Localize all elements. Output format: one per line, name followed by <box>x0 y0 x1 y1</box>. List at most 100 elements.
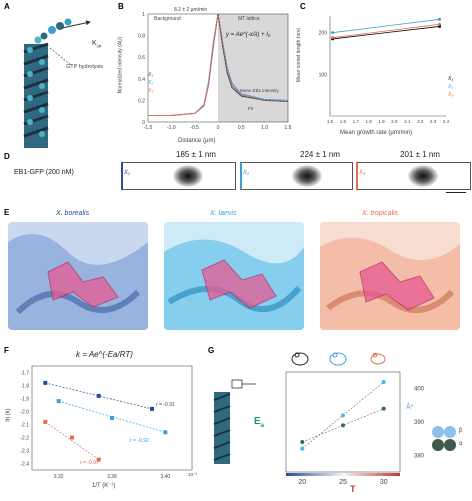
data-point <box>331 31 335 35</box>
legend-x2: X₂ <box>148 80 154 86</box>
panel-b: 0 0.2 0.4 0.6 0.8 1 -1.5 -1.0 -0.5 0 0.5 1.0 1.5 8.2… <box>117 6 298 148</box>
fit-equation: y = Ae^(-x/λ) + I₀ <box>226 32 271 38</box>
scale-bar <box>446 192 466 193</box>
x-tick-label: 2.4 <box>443 119 450 124</box>
data-point <box>300 440 305 444</box>
panel-d: EB1-GFP (200 nM) 185 ± 1 nm 224 ± 1 nm 2… <box>0 150 472 208</box>
x-axis-label: 1/T (K⁻¹) <box>92 483 116 489</box>
panel-a: Koff GTP hydrolysis <box>8 8 116 150</box>
x-tick-label: 3.36 <box>107 474 117 480</box>
y-tick-label: 0.2 <box>138 98 145 104</box>
x-tick-label: 30 <box>380 479 388 486</box>
microtubule-illustration <box>23 18 91 148</box>
strip-value-x1: 185 ± 1 nm <box>176 150 216 159</box>
panel-e: X. borealis X. laevis X. tropicalis <box>0 206 472 342</box>
x-tick-label: 2.1 <box>404 119 411 124</box>
x-axis-label: T <box>350 484 356 494</box>
density-title-2: X. laevis <box>210 210 237 217</box>
x-tick-label: 25 <box>339 479 347 486</box>
r-label-2: r = -0.92 <box>130 438 149 444</box>
data-point <box>341 423 345 428</box>
x-axis-label: Distance (µm) <box>178 138 216 144</box>
comet-length-chart: 100 200 1.5 1.6 1.7 1.8 1.9 2.0 2.1 2.2 2.3 2.4 <box>319 16 450 124</box>
lattice-region <box>218 14 288 122</box>
y-axis-label: Mean comet length (nm) <box>296 27 303 83</box>
data-point <box>70 435 74 440</box>
x-tick-label: -1.0 <box>167 125 176 131</box>
legend-x1: X₁ <box>148 72 153 78</box>
strip-species-x3: X₃ <box>359 170 366 176</box>
x-tick-label: 1.0 <box>261 125 268 131</box>
intensity-profile-chart: 0 0.2 0.4 0.6 0.8 1 -1.5 -1.0 -0.5 0 0.5 1.0 1.5 <box>138 12 292 131</box>
data-point <box>43 419 48 424</box>
strip-species-x1: X₁ <box>124 170 130 176</box>
data-point <box>96 457 101 462</box>
y-tick-label: 0.6 <box>138 55 145 61</box>
x-tick-label: 1.6 <box>340 119 347 124</box>
plot-frame <box>285 371 401 473</box>
data-point <box>43 380 48 385</box>
y-tick-label: -2.1 <box>20 423 29 429</box>
species-icons <box>288 348 398 368</box>
y-tick-label: 0.8 <box>138 34 145 40</box>
frog-icon-1 <box>291 352 309 366</box>
x-tick-label: 2.0 <box>391 119 398 124</box>
density-map-1 <box>8 222 148 330</box>
x-tick-label: 1.9 <box>378 119 385 124</box>
fit-line-2 <box>58 400 166 433</box>
y-axis-label: ln (k) <box>5 408 12 422</box>
ea-temperature-chart: 400 390 380 20 25 30 <box>285 371 425 486</box>
r-label-3: r = -0.97 <box>80 460 99 466</box>
legend-mean-intensity: Mean EB1 intensity <box>240 88 279 93</box>
x-tick-label: 0 <box>217 125 220 131</box>
x-tick-label: 1.7 <box>353 119 360 124</box>
series-line-2 <box>332 18 440 34</box>
legend-x3: X₃ <box>148 88 154 94</box>
data-point <box>163 430 168 435</box>
panel-letter-g: G <box>208 346 215 355</box>
legend-x2: X₂ <box>448 84 454 90</box>
r-label-1: r = -0.91 <box>156 402 175 408</box>
y-tick-label: 1 <box>142 12 145 18</box>
speed-label: 8.2 ± 2 µm/min <box>174 7 208 13</box>
data-point <box>381 406 386 411</box>
x-tick-label: 3.40 <box>160 474 170 480</box>
x-tick-label: 2.3 <box>430 119 437 124</box>
y-tick-label: 100 <box>319 72 328 78</box>
y-tick-label: 0 <box>142 120 145 126</box>
panel-letter-d: D <box>4 152 10 161</box>
arrhenius-equation: k = Ae^(-Ea/RT) <box>76 350 133 359</box>
x-tick-label: 1.5 <box>285 125 292 131</box>
comet-image-x2 <box>240 162 353 190</box>
plot-frame <box>31 365 193 471</box>
panel-letter-f: F <box>4 346 9 355</box>
legend-alpha: α <box>459 441 463 447</box>
y-tick-label: -2.3 <box>20 449 29 455</box>
data-point <box>341 413 345 418</box>
data-point <box>331 36 335 40</box>
strip-species-x2: X₂ <box>243 170 250 176</box>
lattice-label: MT lattice <box>238 16 260 22</box>
x-tick-label: 1.5 <box>327 119 334 124</box>
eb1-label: EB1-GFP (200 nM) <box>14 169 74 176</box>
strip-value-x2: 224 ± 1 nm <box>300 150 340 159</box>
x-tick-label: 0.5 <box>238 125 245 131</box>
panel-letter-e: E <box>4 208 10 217</box>
y-tick-label: -1.7 <box>20 371 29 377</box>
temperature-colorbar <box>286 473 400 476</box>
k-off-label: Koff <box>92 40 102 49</box>
comet-image-x3 <box>356 162 471 190</box>
legend-beta: β <box>459 428 463 434</box>
microtubule-small-illustration <box>213 379 256 464</box>
x-tick-exponent: 10⁻³ <box>188 472 197 477</box>
gtp-hydrolysis-label: GTP hydrolysis <box>66 64 104 70</box>
x-tick-label: -0.5 <box>190 125 199 131</box>
data-point <box>56 399 61 404</box>
legend-x1: X₁ <box>448 76 453 82</box>
density-title-1: X. borealis <box>56 210 90 217</box>
fit-line-3 <box>45 421 99 460</box>
y-axis-label: Normalized intensity (AU) <box>117 36 124 94</box>
data-point <box>381 380 386 384</box>
x-tick-label: 20 <box>298 479 306 486</box>
frog-icon-2 <box>329 352 347 366</box>
